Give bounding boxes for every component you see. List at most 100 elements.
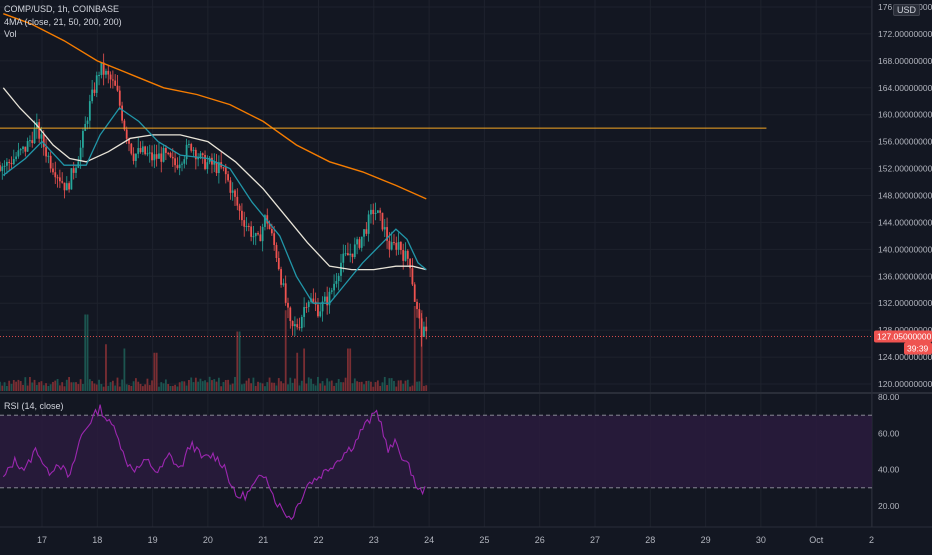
candle-body <box>135 153 137 161</box>
volume-bar <box>70 382 73 391</box>
xaxis-tick-label: 23 <box>369 535 379 545</box>
volume-bar <box>372 386 375 391</box>
candle-body <box>19 149 22 151</box>
candle-body <box>381 212 384 230</box>
volume-bar <box>222 381 225 391</box>
candle-body <box>257 233 259 235</box>
candle-body <box>261 226 264 242</box>
candle-body <box>280 269 282 285</box>
rsi-tick-label: 60.00 <box>878 428 900 438</box>
candle-body <box>425 326 428 332</box>
price-tick-label: 172.00000000 <box>878 29 932 39</box>
candle-body <box>326 296 329 306</box>
candle-body <box>146 153 149 155</box>
volume-bar <box>425 385 428 391</box>
volume-bar <box>284 310 287 391</box>
xaxis-tick-label: 17 <box>37 535 47 545</box>
candle-body <box>247 225 250 227</box>
rsi-tick-label: 80.00 <box>878 392 900 402</box>
volume-bar <box>137 381 140 391</box>
candle-body <box>185 144 188 160</box>
candle-body <box>307 301 310 308</box>
candle-body <box>264 215 266 227</box>
candle-body <box>47 155 50 157</box>
candle-body <box>107 70 110 75</box>
volume-bar <box>252 377 255 391</box>
candle-body <box>45 147 47 157</box>
candle-body <box>56 177 59 179</box>
xaxis-tick-label: 18 <box>92 535 102 545</box>
volume-bar <box>52 381 54 391</box>
volume-bar <box>270 382 273 391</box>
volume-bar <box>158 386 160 391</box>
candle-body <box>93 89 96 93</box>
xaxis-tick-label: 2 <box>869 535 874 545</box>
candle-body <box>61 181 64 183</box>
candle-body <box>337 275 340 282</box>
volume-bar <box>77 384 80 391</box>
candle-body <box>360 236 363 248</box>
volume-bar <box>155 352 158 391</box>
volume-bar <box>24 377 27 391</box>
volume-bar <box>100 384 103 391</box>
volume-bar <box>144 384 147 391</box>
rsi-band <box>0 415 872 488</box>
candle-body <box>333 283 335 291</box>
currency-badge[interactable]: USD <box>893 4 921 16</box>
volume-bar <box>56 379 59 391</box>
volume-bar <box>330 380 333 391</box>
candle-body <box>296 324 299 328</box>
volume-bar <box>176 386 179 391</box>
volume-bar <box>206 382 209 391</box>
candle-body <box>411 268 414 285</box>
volume-bar <box>273 382 276 391</box>
volume-bar <box>63 386 66 391</box>
candle-body <box>26 141 29 152</box>
candle-body <box>243 220 246 227</box>
candle-body <box>404 250 407 261</box>
candle-body <box>365 229 368 234</box>
volume-bar <box>224 380 227 391</box>
candle-body <box>98 74 100 76</box>
xaxis-tick-label: 24 <box>424 535 434 545</box>
candle-body <box>393 242 395 244</box>
candle-body <box>395 242 398 250</box>
candle-body <box>75 167 77 173</box>
last-price-label: 127.05000000 <box>877 332 932 342</box>
volume-bar <box>211 380 213 391</box>
xaxis-tick-label: 27 <box>590 535 600 545</box>
candle-body <box>141 146 144 153</box>
price-tick-label: 148.00000000 <box>878 191 932 201</box>
candle-body <box>3 165 6 167</box>
price-tick-label: 128.00000000 <box>878 325 932 335</box>
candle-body <box>241 210 243 221</box>
candle-body <box>160 153 163 162</box>
price-tick-label: 120.00000000 <box>878 379 932 389</box>
candle-body <box>176 165 179 168</box>
volume-bar <box>305 383 308 391</box>
candle-body <box>399 241 402 251</box>
volume-bar <box>102 386 105 391</box>
volume-bar <box>386 385 388 391</box>
candle-body <box>194 149 197 160</box>
volume-bar <box>75 382 77 391</box>
candle-body <box>312 298 315 302</box>
candle-body <box>54 172 57 178</box>
candle-body <box>323 296 326 302</box>
candle-body <box>321 301 324 312</box>
volume-bar <box>312 383 315 391</box>
candle-body <box>347 253 349 256</box>
candle-body <box>217 162 220 174</box>
volume-bar <box>107 385 110 391</box>
candle-body <box>250 226 253 237</box>
candle-body <box>294 324 296 327</box>
candle-body <box>121 105 123 121</box>
volume-bar <box>217 377 220 391</box>
volume-bar <box>220 386 223 391</box>
xaxis-tick-label: 21 <box>258 535 268 545</box>
candle-body <box>52 168 54 173</box>
volume-bar <box>351 383 354 391</box>
candle-body <box>65 183 68 191</box>
